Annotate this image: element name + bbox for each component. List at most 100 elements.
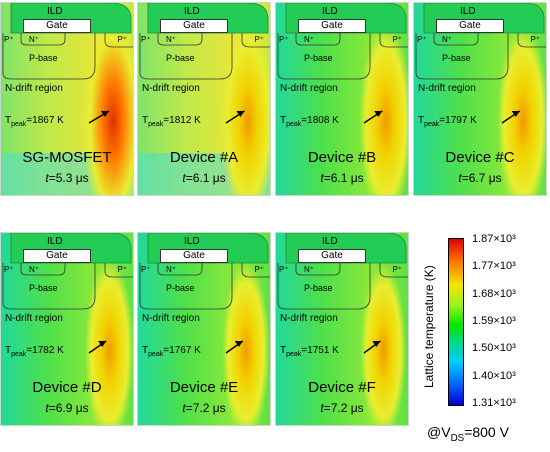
n-plus-outline xyxy=(157,33,203,46)
n-drift-label: N-drift region xyxy=(280,313,338,324)
p-plus-right-outline xyxy=(104,263,133,278)
p-base-outline xyxy=(2,263,96,310)
p-plus-right-label: P⁺ xyxy=(117,265,127,274)
device-name: Device #A xyxy=(169,149,239,166)
n-plus-outline xyxy=(295,263,341,276)
time-label: t=5.3 μs xyxy=(45,171,89,185)
gate-label: Gate xyxy=(23,19,91,33)
n-plus-label: N⁺ xyxy=(29,265,39,274)
p-base-label: P-base xyxy=(166,283,195,293)
p-plus-left-label: P⁺ xyxy=(4,265,14,274)
gate-label: Gate xyxy=(160,249,228,263)
gate-label: Gate xyxy=(298,249,366,263)
n-plus-outline xyxy=(157,263,203,276)
temperature-map xyxy=(1,233,133,425)
p-base-label: P-base xyxy=(29,53,58,63)
device-panel-4: ILD Gate P⁺ N⁺ P⁺ P-base N-drift region … xyxy=(413,2,547,196)
n-plus-label: N⁺ xyxy=(166,35,176,44)
device-name: Device #B xyxy=(307,149,377,166)
ild-label: ILD xyxy=(460,6,476,17)
p-plus-right-label: P⁺ xyxy=(254,265,264,274)
n-drift-label: N-drift region xyxy=(142,83,200,94)
color-scale-tick: 1.59×10³ xyxy=(472,314,516,327)
device-panel-3: ILD Gate P⁺ N⁺ P⁺ P-base N-drift region … xyxy=(275,2,409,196)
p-base-outline xyxy=(139,33,233,80)
device-name: SG-MOSFET xyxy=(22,149,112,166)
device-panel-6: ILD Gate P⁺ N⁺ P⁺ P-base N-drift region … xyxy=(137,232,271,426)
peak-arrow-head xyxy=(372,341,381,347)
hot-spot xyxy=(359,22,408,195)
p-plus-right-label: P⁺ xyxy=(392,35,402,44)
n-drift-label: N-drift region xyxy=(142,313,200,324)
t-peak-label: Tpeak=1797 K xyxy=(418,115,477,128)
p-plus-left-label: P⁺ xyxy=(141,265,151,274)
ild-label: ILD xyxy=(322,236,338,247)
n-plus-label: N⁺ xyxy=(304,35,314,44)
ild-label: ILD xyxy=(184,236,200,247)
p-base-outline xyxy=(277,263,371,310)
n-plus-label: N⁺ xyxy=(166,265,176,274)
time-label: t=7.2 μs xyxy=(320,401,364,415)
hot-spot xyxy=(83,11,133,195)
hot-spot xyxy=(497,25,546,195)
p-plus-right-label: P⁺ xyxy=(530,35,540,44)
hot-spot xyxy=(360,263,407,425)
t-peak-label: Tpeak=1867 K xyxy=(5,115,64,128)
ild-label: ILD xyxy=(47,6,63,17)
n-plus-label: N⁺ xyxy=(442,35,452,44)
n-drift-label: N-drift region xyxy=(5,313,63,324)
color-scale-tick: 1.77×10³ xyxy=(472,260,516,273)
device-name: Device #C xyxy=(445,149,515,166)
peak-arrow-head xyxy=(234,341,243,347)
p-base-label: P-base xyxy=(29,283,58,293)
hot-spot xyxy=(85,258,133,425)
time-label: t=7.2 μs xyxy=(182,401,226,415)
ild-label: ILD xyxy=(184,6,200,17)
p-plus-right-label: P⁺ xyxy=(254,35,264,44)
p-plus-right-label: P⁺ xyxy=(392,265,402,274)
n-drift-label: N-drift region xyxy=(418,83,476,94)
p-base-label: P-base xyxy=(304,53,333,63)
gate-label: Gate xyxy=(436,19,504,33)
time-label: t=6.1 μs xyxy=(182,171,226,185)
n-plus-label: N⁺ xyxy=(304,265,314,274)
bias-condition: @VDS=800 V xyxy=(427,424,509,444)
device-name: Device #E xyxy=(169,379,239,396)
p-base-outline xyxy=(2,33,96,80)
p-base-outline xyxy=(277,33,371,80)
device-panel-2: ILD Gate P⁺ N⁺ P⁺ P-base N-drift region … xyxy=(137,2,271,196)
n-drift-label: N-drift region xyxy=(5,83,63,94)
ild-label: ILD xyxy=(47,236,63,247)
p-base-label: P-base xyxy=(304,283,333,293)
ild-label: ILD xyxy=(322,6,338,17)
p-plus-right-outline xyxy=(241,33,270,48)
t-peak-label: Tpeak=1751 K xyxy=(280,345,339,358)
p-plus-left-label: P⁺ xyxy=(141,35,151,44)
color-scale-tick: 1.50×10³ xyxy=(472,342,516,355)
n-plus-outline xyxy=(433,33,479,46)
peak-arrow-head xyxy=(374,111,383,117)
p-plus-right-outline xyxy=(104,33,133,48)
p-plus-right-label: P⁺ xyxy=(117,35,127,44)
p-plus-left-label: P⁺ xyxy=(4,35,14,44)
time-label: t=6.7 μs xyxy=(458,171,502,185)
p-base-outline xyxy=(139,263,233,310)
color-scale-tick: 1.40×10³ xyxy=(472,369,516,382)
device-panel-7: ILD Gate P⁺ N⁺ P⁺ P-base N-drift region … xyxy=(275,232,409,426)
time-label: t=6.9 μs xyxy=(45,401,89,415)
device-panel-5: ILD Gate P⁺ N⁺ P⁺ P-base N-drift region … xyxy=(0,232,134,426)
hot-spot xyxy=(222,261,270,425)
temperature-map xyxy=(138,3,270,195)
temperature-map xyxy=(276,3,408,195)
n-plus-outline xyxy=(295,33,341,46)
t-peak-label: Tpeak=1808 K xyxy=(280,115,339,128)
p-plus-right-outline xyxy=(379,33,408,48)
color-scale-tick: 1.68×10³ xyxy=(472,287,516,300)
color-scale-tick: 1.87×10³ xyxy=(472,233,516,245)
t-peak-label: Tpeak=1812 K xyxy=(142,115,201,128)
device-panel-1: ILD Gate P⁺ N⁺ P⁺ P-base N-drift region … xyxy=(0,2,134,196)
color-scale-title: Lattice temperature (K) xyxy=(422,265,436,388)
n-plus-label: N⁺ xyxy=(29,35,39,44)
p-plus-right-outline xyxy=(517,33,546,48)
peak-arrow-head xyxy=(236,111,245,117)
